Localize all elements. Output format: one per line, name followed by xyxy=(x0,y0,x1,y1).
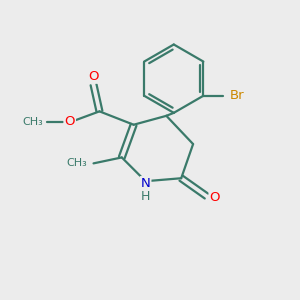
Text: CH₃: CH₃ xyxy=(22,117,43,127)
Text: O: O xyxy=(209,191,220,204)
Text: H: H xyxy=(141,190,150,203)
Text: N: N xyxy=(141,177,150,190)
Text: Br: Br xyxy=(230,89,245,102)
Text: CH₃: CH₃ xyxy=(66,158,87,168)
Text: O: O xyxy=(64,115,75,128)
Text: O: O xyxy=(88,70,99,83)
